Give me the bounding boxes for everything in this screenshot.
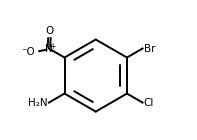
Text: N: N xyxy=(45,44,53,53)
Text: H₂N: H₂N xyxy=(28,98,48,108)
Text: +: + xyxy=(49,42,55,51)
Text: Br: Br xyxy=(144,44,155,53)
Text: Cl: Cl xyxy=(144,98,154,108)
Text: O: O xyxy=(45,26,54,36)
Text: ⁻O: ⁻O xyxy=(22,47,35,57)
